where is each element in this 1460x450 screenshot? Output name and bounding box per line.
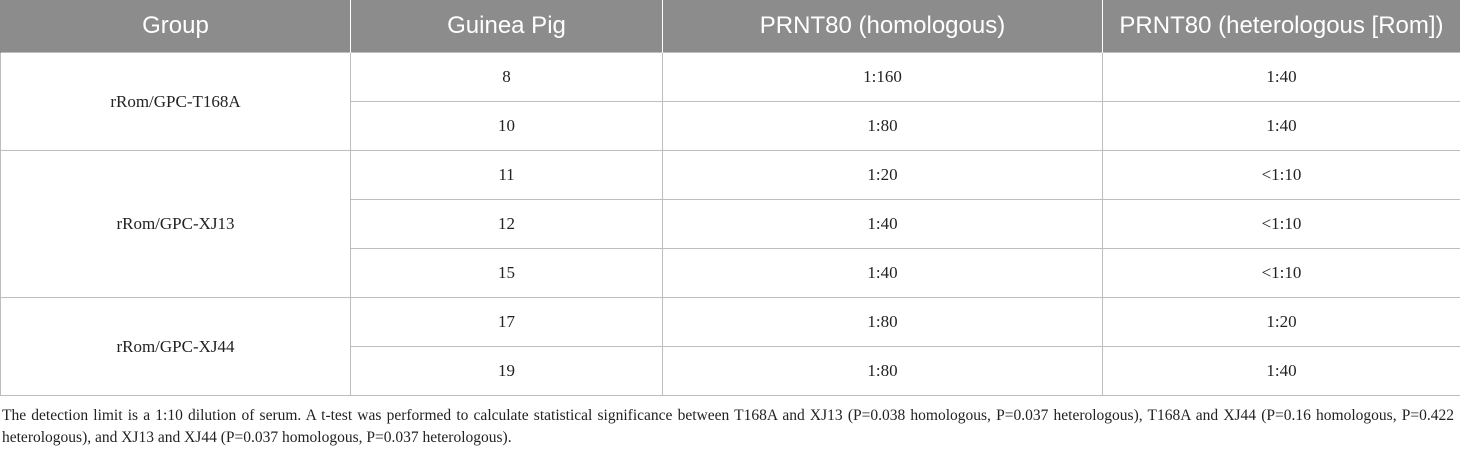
data-table-container: Group Guinea Pig PRNT80 (homologous) PRN…	[0, 0, 1460, 396]
guinea-pig-cell: 17	[350, 297, 663, 347]
heterologous-cell: <1:10	[1102, 199, 1460, 249]
guinea-pig-cell: 12	[350, 199, 663, 249]
header-prnt80-homologous: PRNT80 (homologous)	[662, 0, 1103, 53]
table-row: 10 1:80 1:40	[1, 101, 1460, 151]
table-row: 12 1:40 <1:10	[1, 199, 1460, 249]
prnt-table: Group Guinea Pig PRNT80 (homologous) PRN…	[0, 0, 1460, 396]
header-row: Group Guinea Pig PRNT80 (homologous) PRN…	[0, 0, 1460, 53]
table-row: 15 1:40 <1:10	[1, 248, 1460, 298]
homologous-cell: 1:20	[662, 150, 1103, 200]
guinea-pig-cell: 15	[350, 248, 663, 298]
guinea-pig-cell: 8	[350, 52, 663, 102]
homologous-cell: 1:160	[662, 52, 1103, 102]
homologous-cell: 1:40	[662, 248, 1103, 298]
table-row: 19 1:80 1:40	[1, 346, 1460, 396]
homologous-cell: 1:80	[662, 346, 1103, 396]
homologous-cell: 1:80	[662, 297, 1103, 347]
guinea-pig-cell: 19	[350, 346, 663, 396]
guinea-pig-cell: 11	[350, 150, 663, 200]
heterologous-cell: <1:10	[1102, 248, 1460, 298]
group-cell: rRom/GPC-T168A	[0, 52, 351, 151]
heterologous-cell: 1:20	[1102, 297, 1460, 347]
heterologous-cell: 1:40	[1102, 101, 1460, 151]
heterologous-cell: <1:10	[1102, 150, 1460, 200]
header-prnt80-heterologous: PRNT80 (heterologous [Rom])	[1102, 0, 1460, 53]
table-footnote: The detection limit is a 1:10 dilution o…	[2, 407, 1454, 446]
heterologous-cell: 1:40	[1102, 52, 1460, 102]
table-row: rRom/GPC-T168A 8 1:160 1:40	[0, 52, 1460, 151]
group-cell: rRom/GPC-XJ44	[0, 297, 351, 396]
header-group: Group	[0, 0, 351, 53]
table-row: rRom/GPC-XJ44 17 1:80 1:20	[0, 297, 1460, 396]
table-row: rRom/GPC-XJ13 11 1:20 <1:10	[0, 150, 1460, 298]
homologous-cell: 1:40	[662, 199, 1103, 249]
header-guinea-pig: Guinea Pig	[350, 0, 663, 53]
homologous-cell: 1:80	[662, 101, 1103, 151]
group-cell: rRom/GPC-XJ13	[0, 150, 351, 298]
guinea-pig-cell: 10	[350, 101, 663, 151]
heterologous-cell: 1:40	[1102, 346, 1460, 396]
